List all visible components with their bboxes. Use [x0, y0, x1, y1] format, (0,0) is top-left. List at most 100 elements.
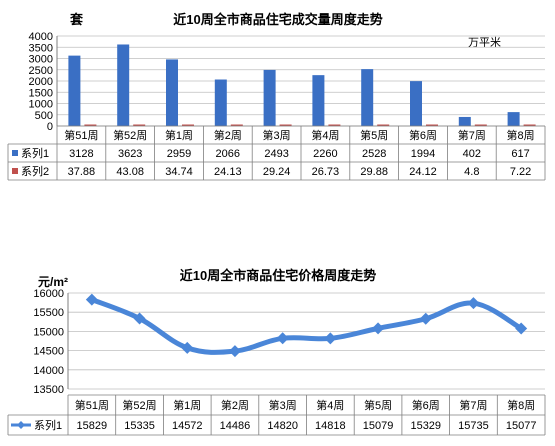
x-category-label: 第5周: [360, 128, 388, 142]
volume-chart-bars: [68, 44, 536, 127]
bar-series1: [68, 55, 81, 127]
data-label-series1: 15829: [77, 420, 108, 432]
volume-chart-title: 近10周全市商品住宅成交量周度走势: [173, 12, 382, 27]
price-chart-data-table: 第51周 15829 第52周 15335 第1周 14572 第2周 14486 第3周 148…: [7, 394, 546, 436]
x-category-label: 第2周: [214, 128, 242, 142]
legend-key-series1: [12, 150, 18, 156]
x-category-label: 第1周: [165, 128, 193, 142]
data-label-series2: 29.24: [263, 166, 291, 178]
y-tick-label: 16000: [33, 288, 64, 300]
y-tick-label: 1500: [29, 87, 53, 99]
x-category-label: 第8周: [507, 128, 535, 142]
bar-series2: [133, 124, 146, 126]
data-label-series2: 29.88: [360, 166, 388, 178]
x-category-label: 第6周: [409, 128, 437, 142]
volume-chart: 近10周全市商品住宅成交量周度走势 套 万平米 0500100015002000…: [7, 12, 546, 181]
price-marker: [515, 322, 528, 335]
data-label-series1: 14486: [220, 420, 251, 432]
data-label-series1: 1994: [411, 148, 435, 160]
data-label-series1: 2260: [313, 148, 337, 160]
data-label-series1: 2959: [167, 148, 191, 160]
price-chart-title: 近10周全市商品住宅价格周度走势: [180, 268, 376, 283]
bar-series2: [377, 124, 390, 126]
price-marker: [372, 322, 385, 335]
x-category-label: 第3周: [263, 128, 291, 142]
data-label-series1: 15335: [124, 420, 155, 432]
bar-series2: [182, 124, 194, 126]
x-category-label: 第1周: [173, 398, 201, 412]
data-label-series1: 15077: [506, 420, 537, 432]
data-label-series1: 2066: [216, 148, 240, 160]
price-marker: [85, 293, 98, 306]
data-label-series2: 43.08: [116, 166, 144, 178]
price-marker: [419, 312, 432, 325]
data-label-series1: 15079: [363, 420, 394, 432]
x-category-label: 第2周: [221, 398, 249, 412]
bar-series2: [230, 124, 243, 126]
price-marker: [228, 345, 241, 358]
bar-series2: [474, 124, 487, 126]
legend-label-series2: 系列2: [21, 164, 49, 178]
price-chart-y-axis: 13500 14000 14500 15000 15500 16000: [33, 288, 69, 396]
x-category-label: 第5周: [364, 398, 392, 412]
price-chart-series: [85, 293, 528, 358]
x-category-label: 第7周: [458, 128, 486, 142]
data-label-series2: 4.8: [464, 166, 479, 178]
y-tick-label: 14500: [33, 346, 64, 358]
y-tick-label: 14000: [33, 365, 64, 377]
data-label-series2: 26.73: [312, 166, 340, 178]
price-marker: [181, 341, 194, 354]
y-tick-label: 500: [35, 110, 53, 122]
y-tick-label: 2000: [29, 76, 53, 88]
price-marker: [324, 332, 337, 345]
y-tick-label: 15000: [33, 326, 64, 338]
data-label-series1: 3623: [118, 148, 142, 160]
data-label-series1: 2493: [264, 148, 288, 160]
price-marker: [467, 297, 480, 310]
bar-series1: [507, 112, 520, 126]
bar-series1: [361, 69, 374, 126]
x-category-label: 第51周: [64, 128, 98, 142]
x-category-label: 第52周: [122, 398, 156, 412]
y-tick-label: 2500: [29, 65, 53, 77]
data-label-series1: 2528: [362, 148, 386, 160]
legend-key-series2: [12, 168, 18, 174]
legend-label-series1: 系列1: [34, 418, 62, 432]
data-label-series1: 15329: [410, 420, 441, 432]
bar-series1: [166, 59, 178, 126]
price-line: [89, 297, 524, 355]
data-label-series2: 7.22: [510, 166, 531, 178]
y-tick-label: 13500: [33, 384, 64, 396]
data-label-series1: 14572: [172, 420, 203, 432]
price-chart-grid: [68, 292, 545, 390]
data-label-series2: 34.74: [165, 166, 193, 178]
y-tick-label: 3000: [29, 54, 53, 66]
data-label-series2: 24.12: [409, 166, 437, 178]
bar-series1: [458, 116, 471, 126]
bar-series1: [117, 44, 130, 126]
y-tick-label: 4000: [29, 31, 53, 43]
data-label-series1: 3128: [69, 148, 93, 160]
legend-key-marker: [17, 421, 25, 429]
y-tick-label: 0: [47, 121, 53, 133]
volume-chart-right-unit: 万平米: [468, 36, 501, 49]
bar-series2: [328, 124, 341, 126]
bar-series1: [263, 69, 276, 126]
bar-series1: [410, 81, 422, 126]
bar-series1: [214, 79, 227, 126]
x-category-label: 第4周: [316, 398, 344, 412]
x-category-label: 第3周: [269, 398, 297, 412]
x-category-label: 第4周: [311, 128, 339, 142]
price-marker: [133, 312, 146, 325]
bar-series1: [312, 75, 325, 126]
y-tick-label: 1000: [29, 99, 53, 111]
x-category-label: 第8周: [507, 398, 535, 412]
legend-label-series1: 系列1: [21, 146, 49, 160]
data-label-series1: 402: [463, 148, 481, 160]
data-label-series1: 617: [511, 148, 529, 160]
volume-chart-data-table: 第51周 3128 37.88 第52周 3623 43.08 第1周 2959 34.74 第2…: [7, 125, 546, 181]
bar-series2: [84, 124, 97, 126]
price-chart: 近10周全市商品住宅价格周度走势 元/m² 13500 14000 14500 150…: [7, 268, 546, 436]
